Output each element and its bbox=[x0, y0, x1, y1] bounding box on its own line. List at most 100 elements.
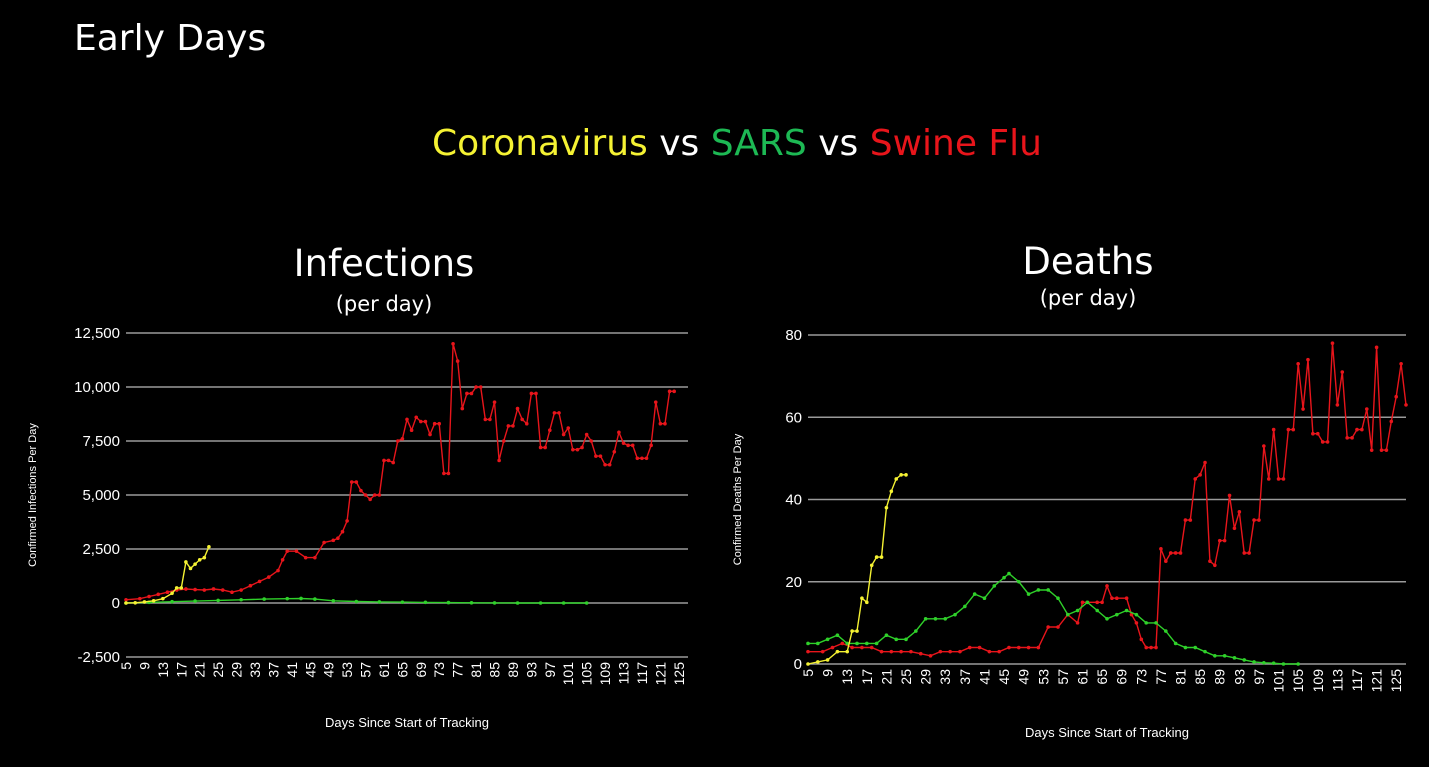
infections-chart-title: Infections bbox=[293, 242, 475, 285]
infections-xtick-label: 73 bbox=[431, 662, 447, 678]
infections-point-swine_flu bbox=[331, 538, 336, 543]
deaths-point-swine_flu bbox=[889, 649, 894, 654]
infections-point-sars bbox=[584, 601, 589, 605]
deaths-point-sars bbox=[1262, 660, 1266, 665]
deaths-point-swine_flu bbox=[1379, 448, 1384, 452]
infections-xtick-label: 5 bbox=[118, 662, 134, 670]
deaths-point-sars bbox=[982, 596, 987, 600]
infections-ytick-label: -2,500 bbox=[77, 649, 120, 666]
infections-point-swine_flu bbox=[395, 439, 400, 443]
deaths-point-coronavirus bbox=[816, 660, 820, 664]
deaths-point-swine_flu bbox=[1129, 612, 1134, 617]
infections-point-sars bbox=[377, 600, 382, 604]
infections-xtick-label: 57 bbox=[358, 662, 374, 678]
deaths-point-swine_flu bbox=[909, 649, 913, 654]
infections-point-swine_flu bbox=[571, 447, 575, 452]
headline-separator-2: vs bbox=[806, 123, 870, 164]
infections-point-coronavirus bbox=[174, 586, 179, 590]
infections-point-swine_flu bbox=[534, 391, 538, 396]
deaths-point-coronavirus bbox=[855, 629, 859, 633]
deaths-point-swine_flu bbox=[1320, 440, 1325, 444]
deaths-point-swine_flu bbox=[1301, 407, 1305, 411]
infections-point-swine_flu bbox=[520, 417, 524, 422]
infections-point-swine_flu bbox=[598, 454, 603, 458]
infections-xtick-label: 21 bbox=[192, 662, 208, 678]
deaths-point-swine_flu bbox=[948, 649, 952, 654]
infections-point-swine_flu bbox=[594, 454, 598, 458]
infections-ytick-label: 2,500 bbox=[82, 541, 120, 558]
infections-point-swine_flu bbox=[658, 421, 663, 426]
deaths-point-swine_flu bbox=[1124, 596, 1129, 600]
deaths-point-swine_flu bbox=[1115, 596, 1119, 600]
infections-xtick-label: 37 bbox=[265, 662, 281, 678]
infections-point-swine_flu bbox=[419, 419, 423, 424]
deaths-ytick-label: 80 bbox=[785, 327, 802, 344]
deaths-y-axis-label: Confirmed Deaths Per Day bbox=[732, 433, 744, 565]
deaths-point-swine_flu bbox=[1173, 551, 1178, 555]
deaths-point-sars bbox=[933, 616, 938, 621]
deaths-point-sars bbox=[1026, 592, 1031, 596]
deaths-point-sars bbox=[874, 641, 879, 646]
deaths-x-axis-label: Days Since Start of Tracking bbox=[1025, 725, 1189, 740]
deaths-point-swine_flu bbox=[1335, 403, 1340, 407]
infections-xtick-label: 25 bbox=[210, 662, 226, 678]
deaths-point-swine_flu bbox=[806, 649, 810, 654]
deaths-point-sars bbox=[1085, 600, 1090, 605]
infections-point-swine_flu bbox=[322, 540, 326, 545]
infections-point-swine_flu bbox=[285, 549, 290, 553]
deaths-point-sars bbox=[1193, 645, 1198, 650]
infections-point-swine_flu bbox=[511, 424, 515, 428]
infections-point-swine_flu bbox=[248, 583, 253, 588]
infections-point-swine_flu bbox=[524, 421, 529, 426]
deaths-point-swine_flu bbox=[1193, 477, 1198, 481]
deaths-point-sars bbox=[1271, 661, 1276, 665]
deaths-xtick-label: 57 bbox=[1055, 669, 1071, 685]
deaths-xtick-label: 13 bbox=[839, 669, 855, 685]
deaths-point-swine_flu bbox=[1110, 596, 1114, 600]
infections-point-swine_flu bbox=[202, 588, 207, 592]
infections-point-sars bbox=[423, 600, 428, 605]
infections-point-coronavirus bbox=[207, 545, 211, 549]
infections-point-sars bbox=[285, 596, 290, 601]
deaths-point-sars bbox=[1134, 612, 1139, 617]
deaths-point-coronavirus bbox=[806, 662, 810, 666]
deaths-point-swine_flu bbox=[1075, 621, 1080, 625]
deaths-point-swine_flu bbox=[1164, 559, 1168, 563]
infections-point-coronavirus bbox=[188, 566, 193, 571]
infections-point-swine_flu bbox=[386, 458, 391, 463]
deaths-point-sars bbox=[923, 616, 928, 621]
infections-xtick-label: 9 bbox=[136, 662, 152, 670]
deaths-xtick-label: 61 bbox=[1074, 669, 1090, 685]
deaths-point-sars bbox=[953, 612, 957, 617]
deaths-point-swine_flu bbox=[1369, 448, 1374, 452]
infections-point-coronavirus bbox=[197, 558, 202, 562]
infections-point-swine_flu bbox=[552, 411, 557, 415]
infections-point-swine_flu bbox=[460, 406, 465, 411]
deaths-xtick-label: 21 bbox=[878, 669, 894, 685]
deaths-point-swine_flu bbox=[1100, 600, 1104, 605]
deaths-xtick-label: 121 bbox=[1369, 669, 1385, 693]
deaths-xtick-label: 17 bbox=[859, 669, 875, 685]
deaths-chart-title: Deaths bbox=[1022, 240, 1154, 283]
infections-xtick-label: 109 bbox=[597, 662, 613, 686]
deaths-point-swine_flu bbox=[1325, 440, 1330, 444]
infections-xtick-label: 69 bbox=[413, 662, 429, 678]
infections-point-swine_flu bbox=[432, 421, 437, 426]
infections-point-swine_flu bbox=[635, 456, 640, 461]
deaths-point-sars bbox=[1203, 649, 1207, 654]
deaths-point-swine_flu bbox=[1056, 625, 1060, 629]
deaths-point-swine_flu bbox=[1311, 431, 1315, 436]
deaths-ytick-label: 40 bbox=[785, 492, 802, 509]
headline-swine-flu: Swine Flu bbox=[869, 123, 1042, 164]
infections-point-swine_flu bbox=[501, 439, 506, 443]
headline-separator-1: vs bbox=[647, 123, 711, 164]
infections-point-swine_flu bbox=[377, 493, 382, 497]
deaths-point-sars bbox=[855, 641, 859, 646]
deaths-xtick-label: 69 bbox=[1114, 669, 1130, 685]
headline: Coronavirus vs SARS vs Swine Flu bbox=[0, 123, 1429, 164]
infections-ytick-label: 12,500 bbox=[74, 325, 120, 342]
infections-point-swine_flu bbox=[626, 443, 630, 448]
deaths-point-sars bbox=[1056, 596, 1060, 600]
deaths-xtick-label: 117 bbox=[1349, 669, 1365, 692]
